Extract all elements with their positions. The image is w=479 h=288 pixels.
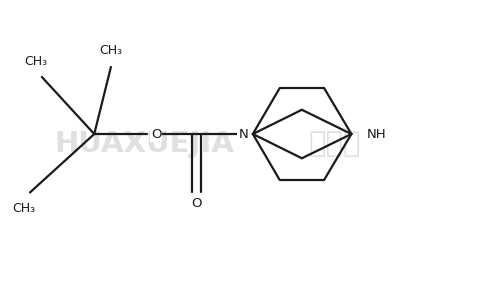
Text: CH₃: CH₃ bbox=[99, 44, 123, 57]
Text: 化学加: 化学加 bbox=[308, 130, 361, 158]
Text: CH₃: CH₃ bbox=[12, 202, 36, 215]
Text: O: O bbox=[151, 128, 161, 141]
Text: CH₃: CH₃ bbox=[24, 55, 47, 68]
Text: HUAXUEJIA: HUAXUEJIA bbox=[54, 130, 234, 158]
Text: O: O bbox=[192, 197, 202, 211]
Text: NH: NH bbox=[367, 128, 387, 141]
Text: N: N bbox=[239, 128, 248, 141]
